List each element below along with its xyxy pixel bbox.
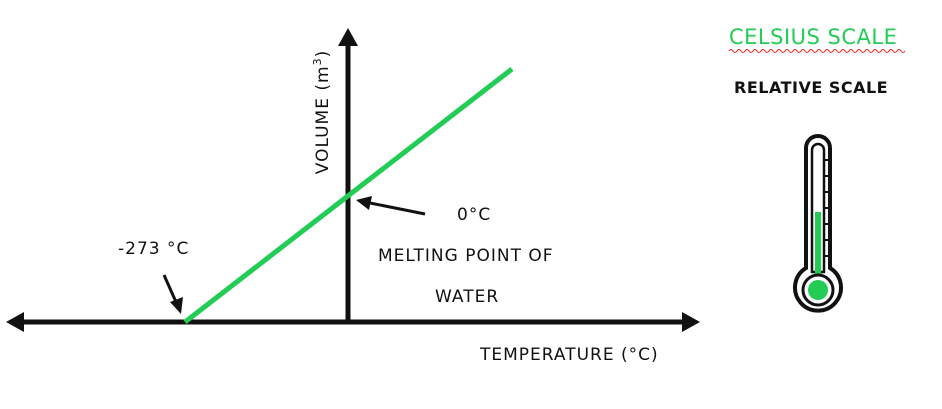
- absolute-zero-annotation: -273 °C: [118, 239, 189, 314]
- y-axis-arrowhead: [338, 28, 358, 46]
- x-axis-left-arrowhead: [6, 312, 24, 332]
- zero-pointer-arrow-shaft: [369, 201, 426, 216]
- zero-caption-line1: MELTING POINT OF: [378, 246, 554, 266]
- absolute-zero-label: -273 °C: [118, 239, 189, 259]
- absolute-zero-pointer-arrowhead: [170, 297, 183, 314]
- zero-caption-line2: WATER: [435, 287, 499, 307]
- y-axis-exponent: 3: [311, 57, 324, 65]
- thermometer-ticks: [824, 159, 830, 257]
- thermometer-mercury: [815, 212, 821, 276]
- y-axis: [338, 28, 358, 322]
- x-axis: [6, 312, 700, 332]
- x-axis-label: TEMPERATURE (°C): [479, 345, 659, 365]
- volume-temperature-line: [183, 67, 514, 324]
- y-axis-label-group: VOLUME (m3): [311, 50, 333, 174]
- spellcheck-squiggle: [728, 49, 906, 53]
- zero-pointer-arrowhead: [356, 196, 372, 210]
- zero-label: 0°C: [457, 205, 491, 225]
- legend-title: CELSIUS SCALE: [729, 25, 897, 49]
- thermometer-icon: [793, 134, 843, 313]
- zero-annotation: 0°C MELTING POINT OF WATER: [356, 196, 554, 307]
- legend-subtitle: RELATIVE SCALE: [734, 78, 888, 97]
- x-axis-right-arrowhead: [682, 312, 700, 332]
- y-axis-label-close: ): [313, 50, 333, 58]
- legend: CELSIUS SCALE RELATIVE SCALE: [728, 25, 906, 97]
- absolute-zero-pointer-shaft: [162, 274, 178, 303]
- y-axis-label: VOLUME (m3): [311, 50, 333, 174]
- thermometer-bulb: [808, 280, 828, 300]
